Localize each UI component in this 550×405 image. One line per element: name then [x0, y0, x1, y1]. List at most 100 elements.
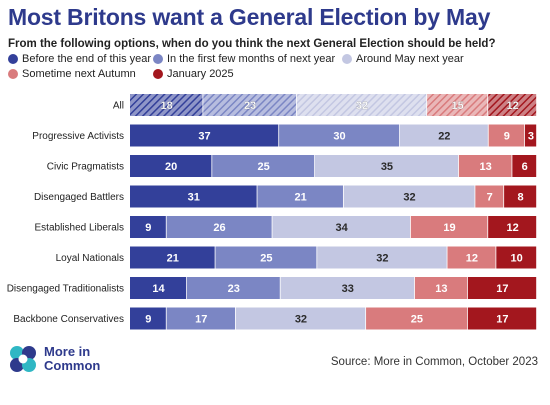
legend-swatch-icon: [153, 54, 163, 64]
bar-segment: [235, 307, 366, 330]
category-label: Disengaged Traditionalists: [7, 284, 124, 295]
bar-segment: [504, 185, 537, 208]
bar-data-label: 9: [504, 131, 510, 143]
bar-data-label: 3: [528, 131, 534, 143]
bar-segment: [203, 94, 297, 116]
bar-segment: [414, 277, 468, 299]
category-label: Disengaged Battlers: [34, 192, 124, 203]
bar-segment: [475, 185, 504, 208]
bar-data-label: 12: [466, 253, 478, 265]
bar-segment: [166, 307, 236, 330]
bar-segment: [130, 216, 166, 238]
legend-label: In the first few months of next year: [167, 53, 336, 65]
bar-segment: [410, 216, 488, 238]
bar-data-label: 12: [506, 222, 518, 234]
bar-segment: [458, 155, 512, 177]
chart-title: Most Britons want a General Election by …: [8, 4, 491, 30]
bar-data-label: 18: [161, 100, 173, 112]
logo-text: More in Common: [44, 345, 100, 373]
category-label: Established Liberals: [35, 223, 125, 234]
category-label: All: [113, 101, 124, 112]
bar-data-label: 31: [188, 192, 200, 204]
bar-data-label: 19: [443, 222, 455, 234]
legend-label: Sometime next Autumn: [22, 68, 136, 80]
bar-segment: [399, 124, 488, 147]
legend-item-next-autumn: Sometime next Autumn: [8, 68, 136, 80]
bar-data-label: 33: [342, 283, 354, 295]
bar-segment: [279, 124, 400, 147]
bar-data-label: 9: [145, 222, 151, 234]
legend-item-january-2025: January 2025: [153, 68, 234, 80]
bar-segment: [212, 155, 315, 177]
bar-data-label: 15: [452, 100, 464, 112]
category-label: Progressive Activists: [32, 131, 124, 142]
bar-data-label: 25: [411, 314, 423, 326]
logo: More in Common: [8, 344, 100, 374]
bar-segment: [166, 216, 272, 238]
bar-data-label: 21: [294, 192, 306, 204]
bar-data-label: 32: [403, 192, 415, 204]
bar-segment: [512, 155, 537, 177]
legend-swatch-icon: [342, 54, 352, 64]
legend-label: Around May next year: [356, 53, 464, 65]
bar-data-label: 35: [381, 161, 393, 173]
bar-segment: [488, 216, 537, 238]
legend-item-around-may: Around May next year: [342, 53, 464, 65]
bar-segment: [366, 307, 468, 330]
legend-item-first-months-next-year: In the first few months of next year: [153, 53, 335, 65]
category-label: Backbone Conservatives: [13, 314, 124, 325]
bar-segment: [130, 155, 212, 177]
bar-data-label: 17: [496, 283, 508, 295]
bar-segment: [296, 94, 427, 116]
bar-data-label: 13: [435, 283, 447, 295]
bar-data-label: 25: [257, 161, 269, 173]
bar-data-label: 17: [195, 314, 207, 326]
bar-data-label: 30: [333, 131, 345, 143]
bar-segment: [315, 155, 459, 177]
bar-data-label: 23: [228, 283, 240, 295]
bar-data-label: 7: [487, 192, 493, 204]
bar-segment: [317, 246, 447, 269]
bar-segment: [427, 94, 488, 116]
bar-segment: [447, 246, 496, 269]
bar-data-label: 22: [438, 131, 450, 143]
bar-segment: [130, 246, 215, 269]
bar-segment: [130, 124, 279, 147]
category-label: Loyal Nationals: [56, 253, 124, 264]
bar-data-label: 12: [506, 100, 518, 112]
bar-data-label: 14: [152, 283, 165, 295]
legend-swatch-icon: [8, 54, 18, 64]
bar-data-label: 23: [244, 100, 256, 112]
more-in-common-logo-icon: [10, 346, 36, 372]
bar-data-label: 25: [260, 253, 272, 265]
legend-label: Before the end of this year: [22, 53, 152, 65]
bar-data-label: 8: [517, 192, 523, 204]
bar-data-label: 10: [511, 253, 523, 265]
bar-data-label: 37: [198, 131, 210, 143]
bar-segment: [467, 307, 537, 330]
bar-data-label: 34: [336, 222, 349, 234]
bar-segment: [130, 307, 166, 330]
bar-segment: [272, 216, 411, 238]
bar-segment: [488, 94, 537, 116]
bar-data-label: 21: [167, 253, 179, 265]
source-note: Source: More in Common, October 2023: [330, 356, 538, 368]
bar-data-label: 6: [522, 161, 528, 173]
legend-item-before-end-of-year: Before the end of this year: [8, 53, 151, 65]
bar-data-label: 26: [213, 222, 225, 234]
bar-segment: [130, 94, 203, 116]
logo-line-1: More in: [44, 344, 91, 359]
bar-data-label: 17: [496, 314, 508, 326]
bar-data-label: 9: [145, 314, 151, 326]
bar-segment: [186, 277, 280, 299]
bar-segment: [496, 246, 537, 269]
bar-data-label: 32: [376, 253, 388, 265]
bar-segment: [280, 277, 415, 299]
bar-segment: [130, 277, 187, 299]
legend-swatch-icon: [153, 69, 163, 79]
bar-data-label: 32: [356, 100, 368, 112]
bar-segment: [257, 185, 343, 208]
chart-subtitle: From the following options, when do you …: [8, 38, 496, 50]
bar-data-label: 20: [165, 161, 177, 173]
